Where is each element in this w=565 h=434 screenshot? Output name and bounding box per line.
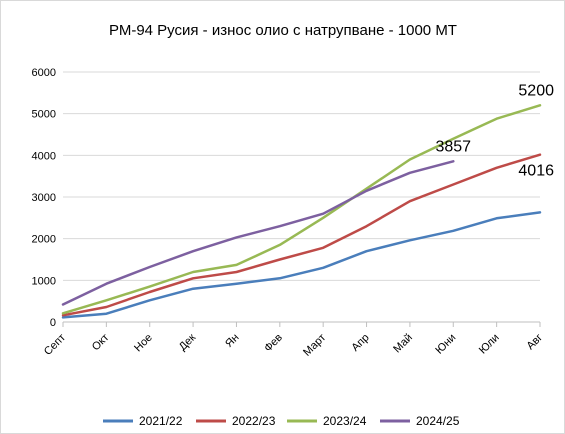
- legend-label: 2024/25: [416, 414, 460, 428]
- legend-label: 2023/24: [323, 414, 367, 428]
- series-lines: [61, 104, 542, 319]
- series-line-3: [61, 160, 455, 306]
- chart-title: РМ-94 Русия - износ олио с натрупване - …: [109, 22, 457, 39]
- series-line-1: [61, 153, 542, 317]
- y-tick-label: 0: [50, 317, 56, 329]
- y-tick-label: 6000: [32, 67, 56, 79]
- y-tick-label: 1000: [32, 275, 56, 287]
- y-tick-label: 2000: [32, 234, 56, 246]
- gridlines: [62, 71, 541, 327]
- legend: 2021/22 2022/23 2023/24 2024/25: [103, 414, 460, 428]
- y-tick-label: 5000: [32, 109, 56, 121]
- y-tick-label: 4000: [32, 150, 56, 162]
- y-axis-tick-labels: 0 1000 2000 3000 4000 5000 6000: [32, 67, 56, 329]
- legend-label: 2022/23: [232, 414, 276, 428]
- series-line-0: [61, 211, 542, 319]
- data-label: 3857: [435, 138, 471, 155]
- data-label: 4016: [518, 163, 554, 180]
- series-line-2: [61, 104, 542, 315]
- data-label: 5200: [518, 82, 554, 99]
- y-tick-label: 3000: [32, 192, 56, 204]
- data-labels: 5200 4016 3857: [435, 82, 554, 179]
- legend-label: 2021/22: [139, 414, 183, 428]
